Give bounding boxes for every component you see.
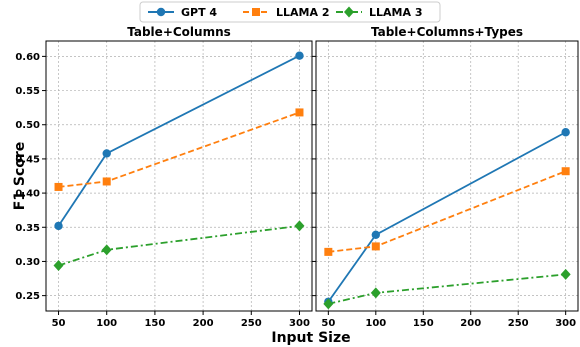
data-point-llama-2: [561, 167, 570, 176]
y-tick-label: 0.45: [15, 154, 40, 165]
panels: 50 100 150 200 250 300 0.25 0.30 0.35 0.40 0.45 0.5…: [15, 25, 579, 329]
y-tick-label: 0.55: [15, 86, 40, 97]
series-line-llama-2: [58, 111, 300, 188]
x-tick-label: 200: [460, 318, 481, 329]
legend-entry-gpt-4: GPT 4: [148, 6, 217, 19]
series-line-llama-2: [328, 170, 566, 253]
series-line-gpt-4: [327, 131, 567, 303]
y-axis-label: F1 Score: [12, 142, 28, 211]
series-line-gpt-4: [57, 54, 300, 227]
x-tick-label: 100: [365, 318, 386, 329]
x-tick-label: 200: [193, 318, 214, 329]
x-tick-label: 150: [144, 318, 165, 329]
y-tick-label: 0.60: [15, 52, 40, 63]
x-tick-label: 100: [96, 318, 117, 329]
series-line-llama-3: [58, 225, 300, 267]
x-tick-label: 50: [52, 318, 66, 329]
data-point-llama-3: [370, 287, 381, 299]
data-point-llama-2: [324, 247, 333, 256]
series-line-llama-3: [328, 273, 566, 305]
x-tick-label: 300: [555, 318, 576, 329]
legend-label: LLAMA 2: [276, 6, 329, 19]
legend-marker: [156, 7, 166, 17]
data-point-llama-2: [102, 177, 111, 186]
x-axis-label: Input Size: [271, 330, 350, 346]
y-tick-label: 0.50: [15, 120, 40, 131]
data-point-llama-3: [294, 220, 305, 232]
y-tick-label: 0.35: [15, 223, 40, 234]
legend-label: LLAMA 3: [369, 6, 422, 19]
data-point-gpt-4: [561, 128, 570, 137]
panel-title: Table+Columns+Types: [371, 25, 523, 39]
data-point-gpt-4: [371, 230, 381, 239]
x-tick-label: 250: [241, 318, 262, 329]
data-point-llama-2: [54, 182, 63, 191]
legend-entry-llama-2: LLAMA 2: [243, 6, 329, 19]
y-tick-label: 0.40: [15, 189, 40, 200]
x-tick-label: 250: [508, 318, 529, 329]
data-point-gpt-4: [102, 149, 111, 158]
data-point-llama-2: [295, 108, 304, 117]
legend-marker: [252, 8, 260, 16]
x-tick-label: 150: [413, 318, 434, 329]
legend-entry-llama-3: LLAMA 3: [336, 6, 422, 19]
legend: GPT 4 LLAMA 2 LLAMA 3: [139, 1, 441, 23]
panel-1: 50 100 150 200 250 300 0.25 0.30 0.35 0.40 0.45 0.5…: [15, 25, 313, 329]
plot-frame: [45, 40, 313, 312]
data-point-llama-2: [371, 242, 380, 251]
data-point-llama-3: [560, 268, 571, 280]
panel-2: 50 100 150 200 250 300 Table+Columns+Types: [312, 25, 579, 329]
plot-frame: [315, 40, 579, 312]
panel-title: Table+Columns: [127, 25, 231, 39]
x-tick-label: 300: [289, 318, 310, 329]
x-tick-label: 50: [321, 318, 335, 329]
data-point-llama-3: [53, 260, 64, 272]
data-point-llama-3: [101, 244, 112, 256]
data-point-gpt-4: [295, 51, 304, 60]
legend-marker: [344, 6, 354, 18]
y-tick-label: 0.30: [15, 257, 40, 268]
data-point-gpt-4: [54, 221, 63, 231]
data-point-llama-3: [323, 298, 334, 310]
y-tick-label: 0.25: [15, 291, 40, 302]
legend-frame: [139, 1, 441, 23]
legend-label: GPT 4: [181, 6, 217, 19]
